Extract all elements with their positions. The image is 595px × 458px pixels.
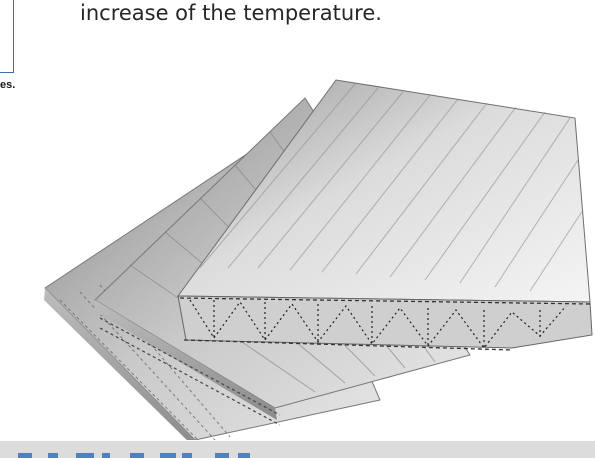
footer-band	[0, 441, 595, 458]
figure-frame-edge	[0, 0, 14, 73]
polycarbonate-sheets-photo	[44, 79, 593, 440]
sheet-top	[177, 79, 593, 351]
figure-caption-fragment: es.	[0, 79, 16, 91]
footer-heading-fragment	[18, 453, 250, 458]
paragraph-text: increase of the temperature.	[80, 1, 382, 25]
